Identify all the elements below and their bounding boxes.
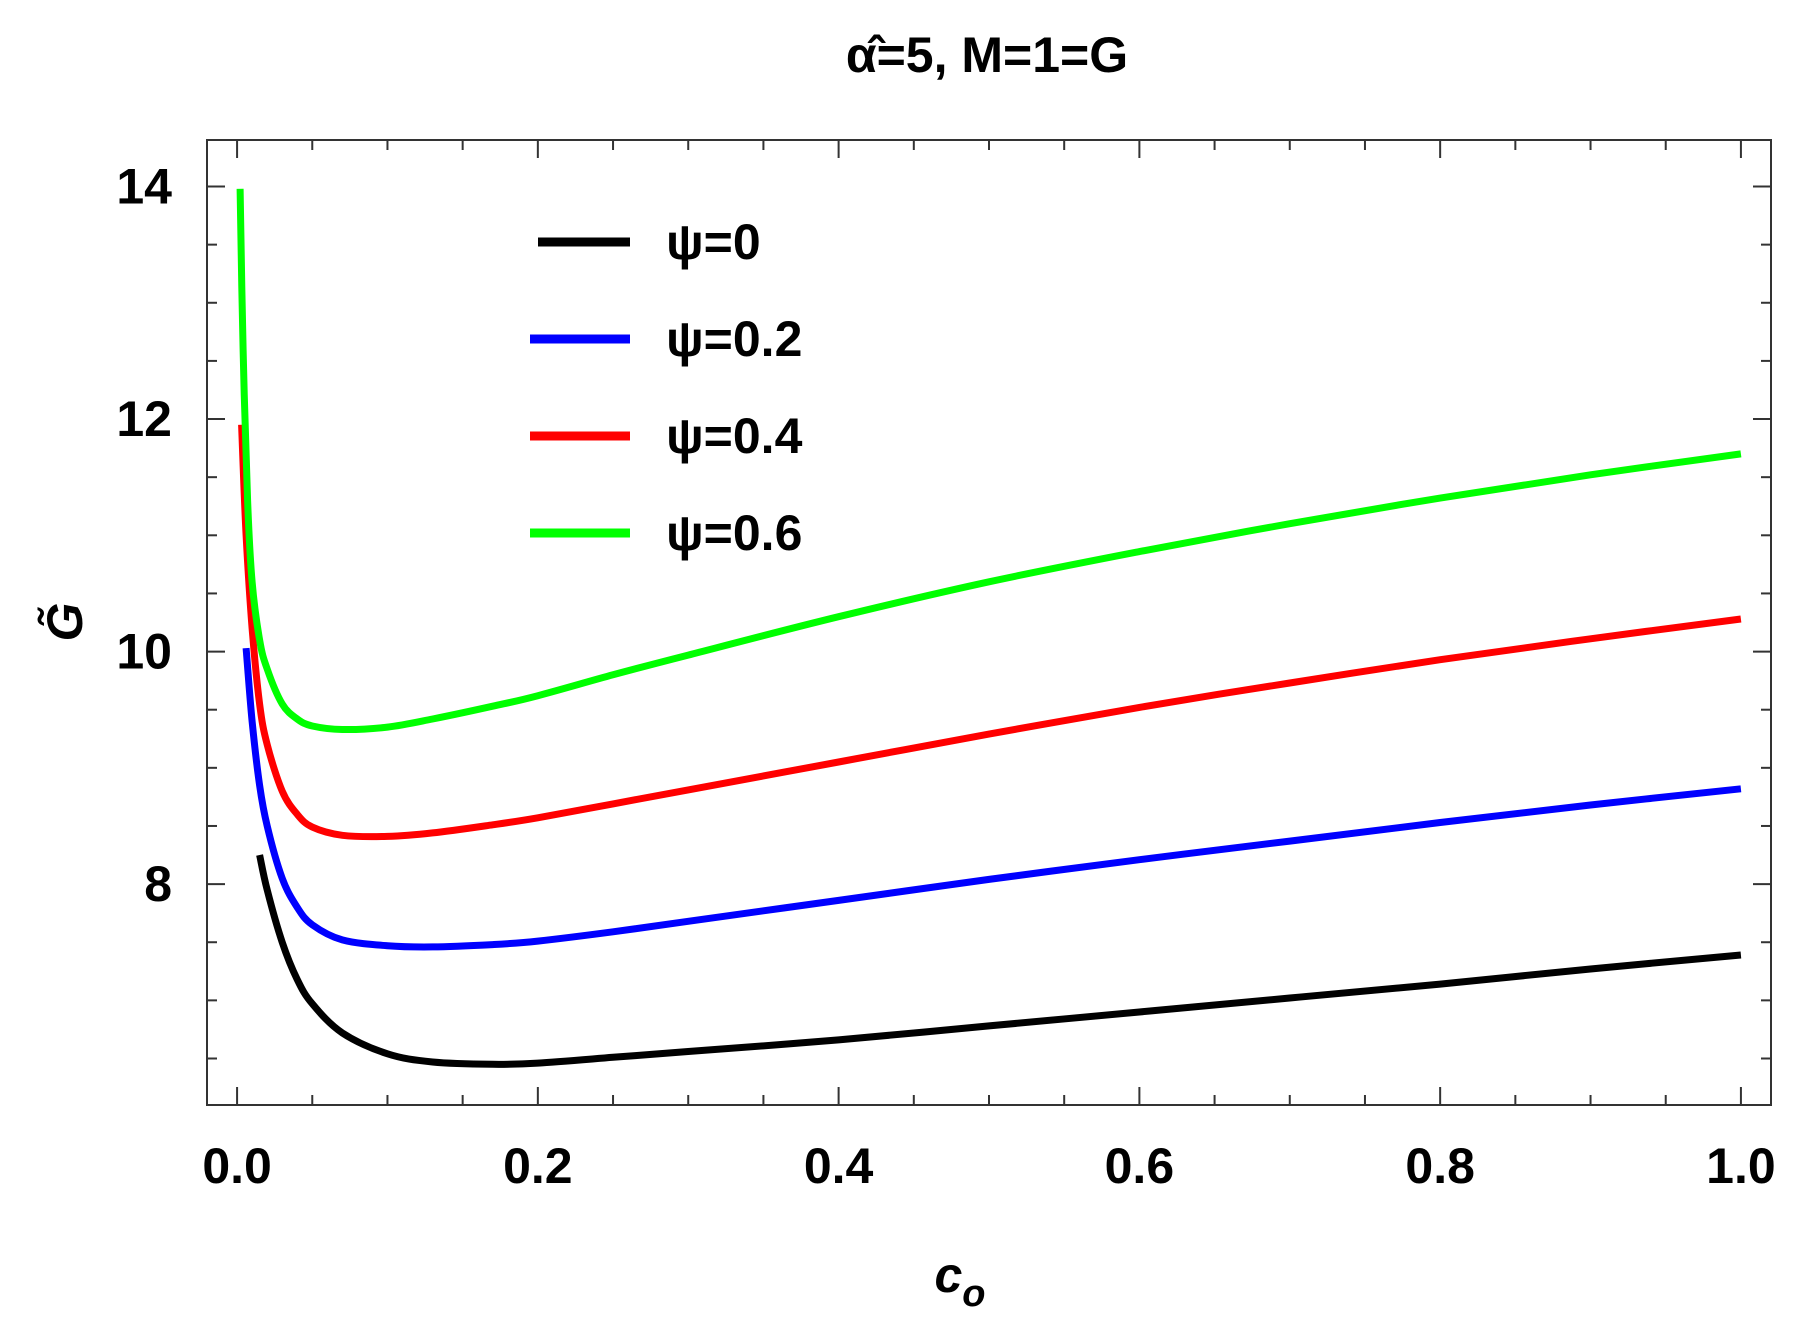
x-tick-label: 1.0 bbox=[1706, 1138, 1776, 1194]
legend-label: ψ=0.2 bbox=[666, 311, 802, 367]
legend-label: ψ=0.4 bbox=[666, 408, 803, 464]
series-line-3 bbox=[236, 188, 1742, 734]
y-tick-label: 12 bbox=[116, 391, 172, 447]
legend-label: ψ=0.6 bbox=[666, 505, 802, 561]
y-tick-labels: 8 10 12 14 bbox=[116, 159, 172, 913]
x-tick-label: 0.0 bbox=[202, 1138, 272, 1194]
series-line-1 bbox=[242, 647, 1742, 951]
y-tick-label: 10 bbox=[116, 624, 172, 680]
legend: ψ=0 ψ=0.2 ψ=0.4 ψ=0.6 bbox=[530, 214, 803, 561]
plot-frame bbox=[206, 139, 1772, 1106]
series-line-2 bbox=[238, 424, 1742, 841]
y-tick-label: 14 bbox=[116, 159, 172, 215]
x-axis-label-subscript: o bbox=[962, 1273, 985, 1315]
legend-label: ψ=0 bbox=[666, 214, 761, 270]
x-tick-label: 0.2 bbox=[503, 1138, 573, 1194]
y-axis-label: G̃ bbox=[37, 603, 93, 642]
y-tick-label: 8 bbox=[144, 856, 172, 912]
chart-title: α̂=5, M=1=G bbox=[846, 27, 1128, 83]
x-tick-label: 0.6 bbox=[1105, 1138, 1175, 1194]
series-line-0 bbox=[256, 854, 1742, 1068]
x-axis-label: co bbox=[934, 1247, 985, 1315]
x-tick-label: 0.8 bbox=[1405, 1138, 1475, 1194]
x-tick-labels: 0.0 0.2 0.4 0.6 0.8 1.0 bbox=[202, 1138, 1775, 1194]
series-lines bbox=[236, 188, 1742, 1068]
axis-ticks bbox=[207, 140, 1771, 1105]
x-tick-label: 0.4 bbox=[804, 1138, 874, 1194]
